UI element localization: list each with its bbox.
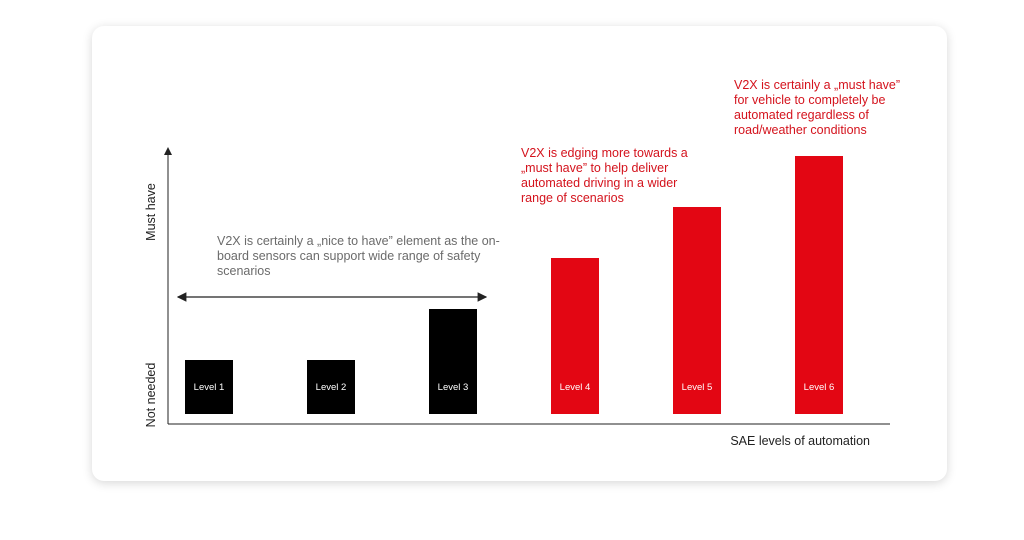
annotation-must-have: V2X is certainly a „must have” for vehic…	[734, 78, 901, 137]
bar-label-level-4: Level 4	[560, 382, 591, 393]
bar-label-level-1: Level 1	[194, 382, 225, 393]
bar-level-4	[551, 258, 599, 414]
bar-level-5	[673, 207, 721, 414]
x-axis-label: SAE levels of automation	[730, 434, 870, 448]
bar-label-level-2: Level 2	[316, 382, 347, 393]
bar-level-1	[185, 360, 233, 414]
bar-label-level-3: Level 3	[438, 382, 469, 393]
annotation-edging-must-have: V2X is edging more towards a „must have”…	[521, 146, 688, 205]
bar-level-3	[429, 309, 477, 414]
bar-label-level-6: Level 6	[804, 382, 835, 393]
y-label-not-needed: Not needed	[144, 363, 158, 428]
bar-level-2	[307, 360, 355, 414]
y-label-must-have: Must have	[144, 183, 158, 241]
annotation-nice-to-have: V2X is certainly a „nice to have” elemen…	[217, 234, 500, 278]
bar-label-level-5: Level 5	[682, 382, 713, 393]
bar-level-6	[795, 156, 843, 414]
